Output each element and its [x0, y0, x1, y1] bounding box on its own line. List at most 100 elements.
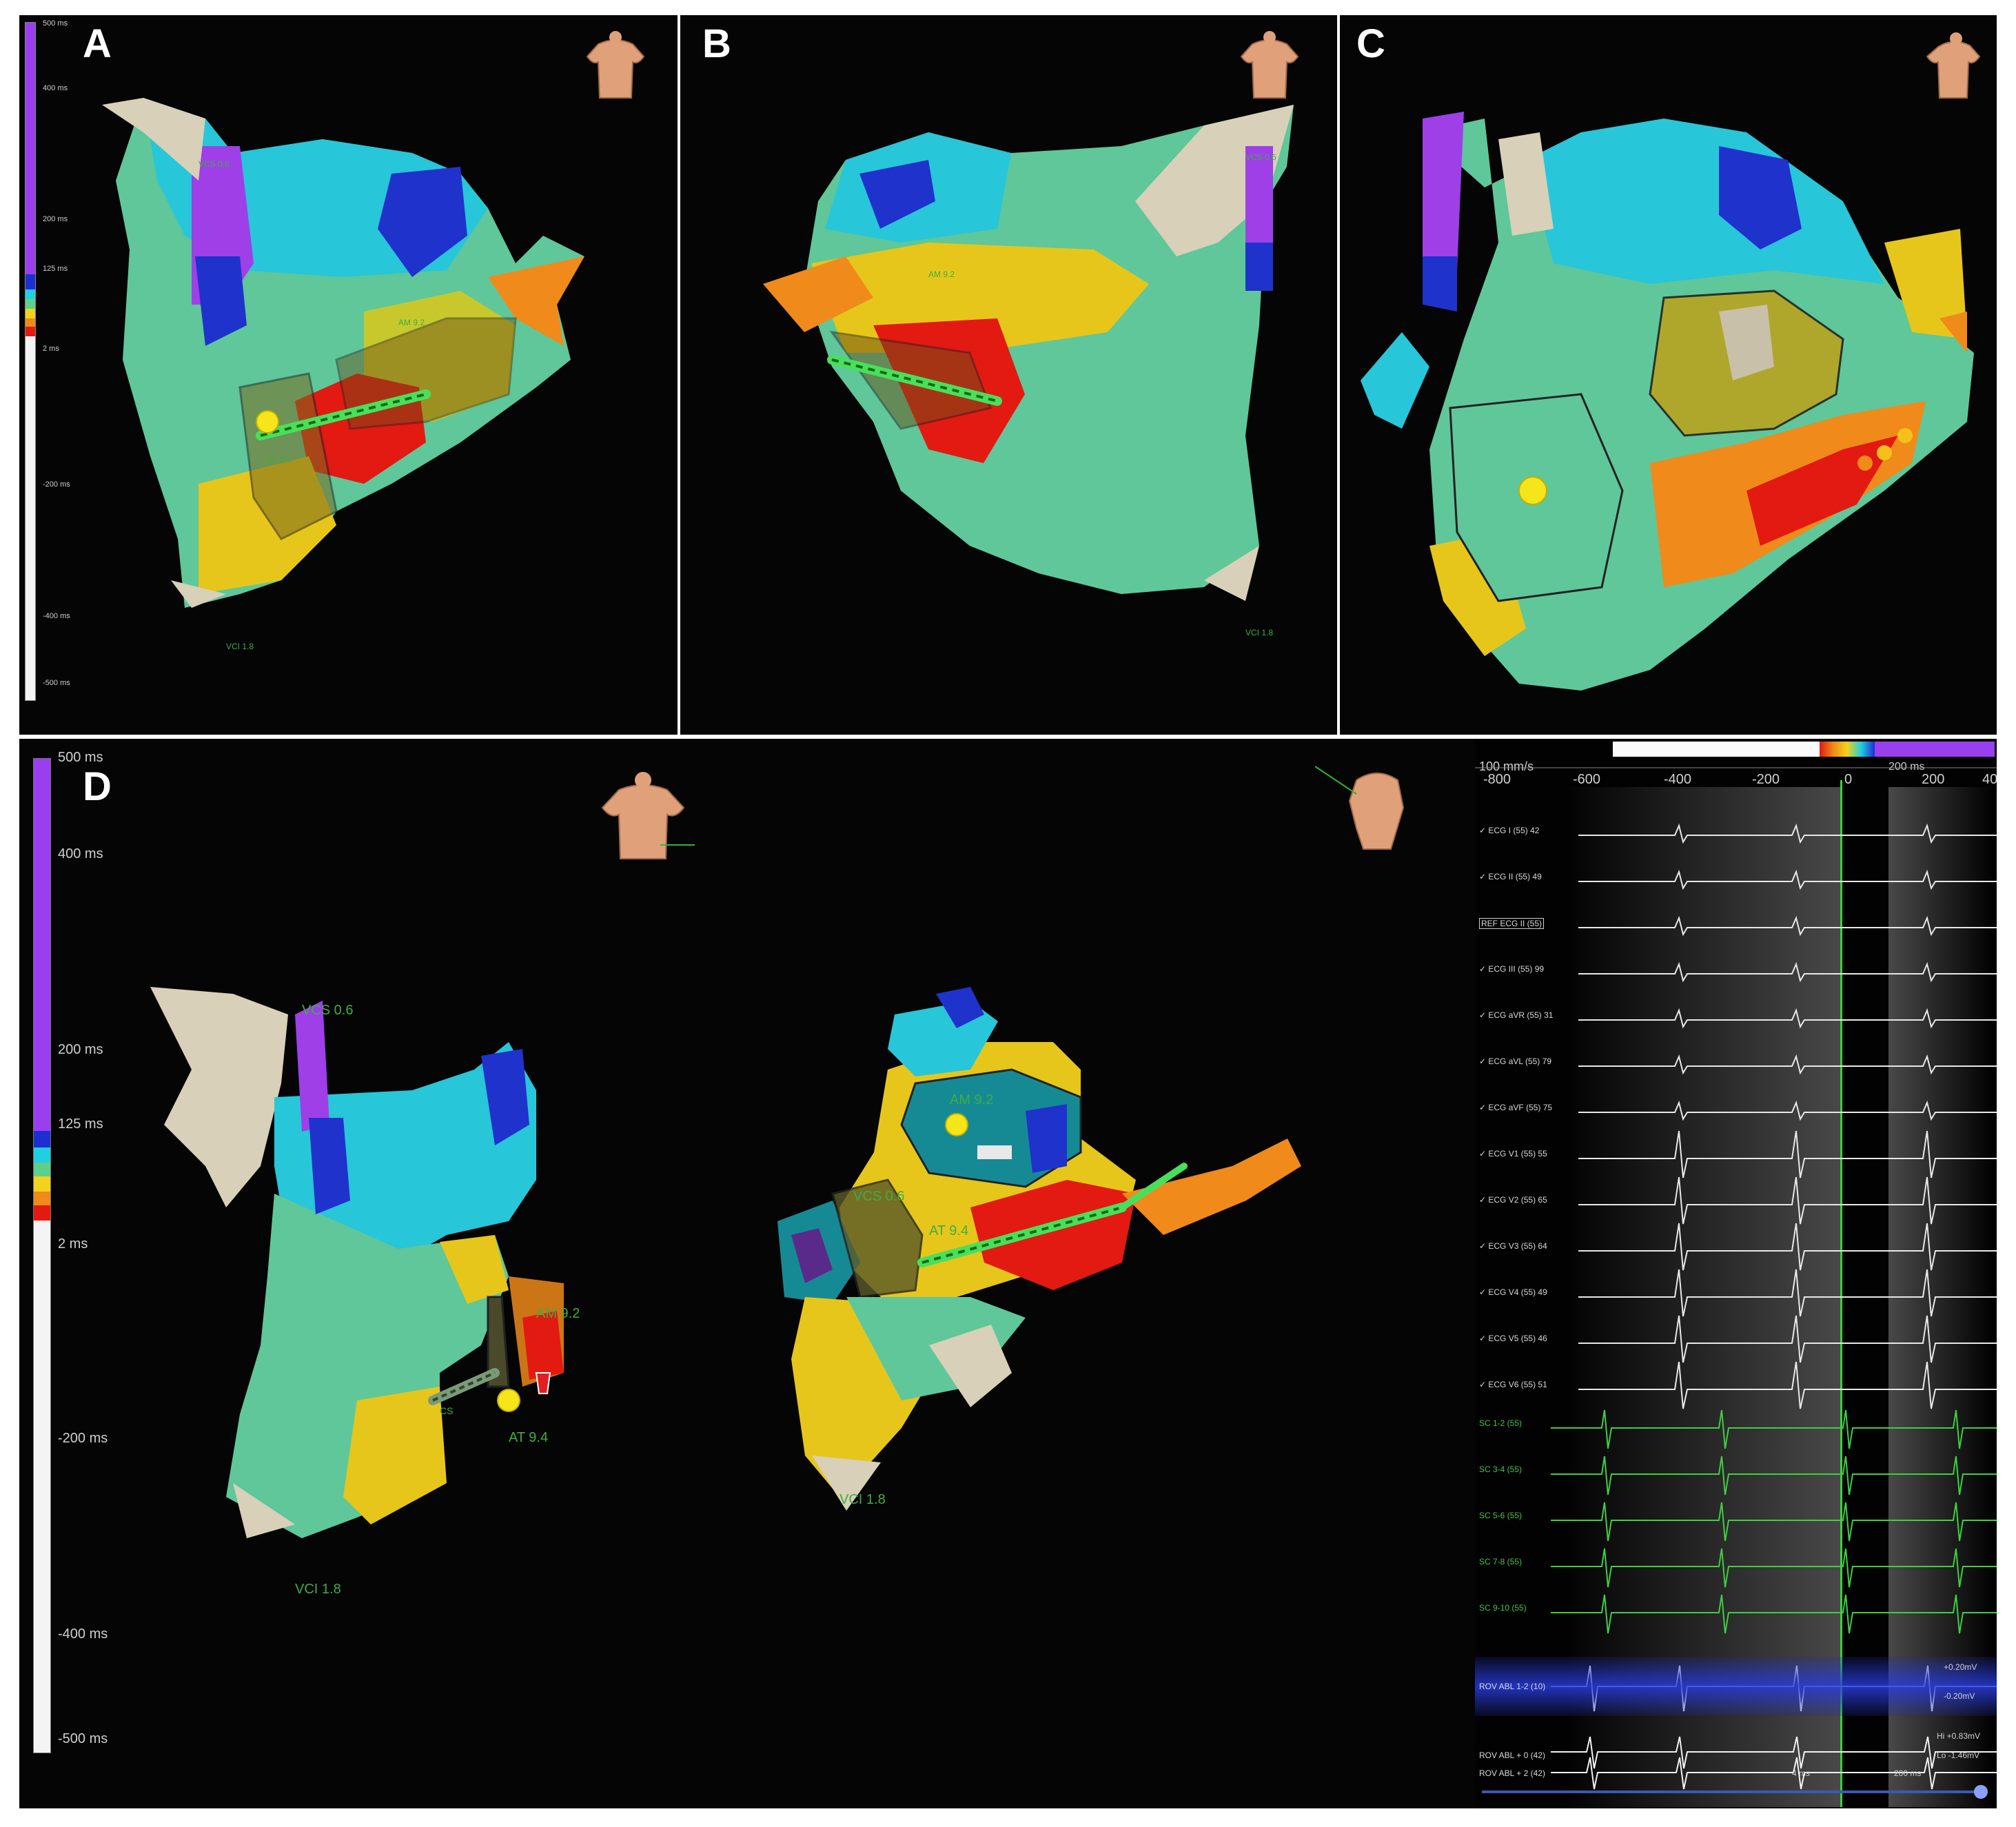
atrial-activation-map[interactable]	[1361, 105, 1981, 704]
ecg-channel-label[interactable]: ✓ ECG V1 (55) 55	[1479, 1149, 1547, 1159]
cs-trace	[1551, 1548, 1997, 1588]
ecg-channel-label[interactable]: ✓ ECG aVF (55) 75	[1479, 1103, 1553, 1112]
activation-scale-bar[interactable]	[25, 22, 36, 701]
cs-channel-label[interactable]: SC 9-10 (55)	[1479, 1603, 1527, 1613]
ecg-channel-label[interactable]: ✓ ECG V4 (55) 49	[1479, 1287, 1547, 1297]
ecg-tracings-panel[interactable]: 200 ms 100 mm/s -800 -600 -400 -200 0 20…	[1475, 739, 1997, 1808]
ecg-channel-label[interactable]: ✓ ECG aVL (55) 79	[1479, 1057, 1551, 1066]
abl-gain-mid: -0.20mV	[1944, 1691, 1975, 1701]
ruler-label: 0	[1844, 772, 1853, 787]
timeline-scrollbar[interactable]	[1482, 1790, 1985, 1793]
hi-threshold: Hi +0.83mV	[1937, 1731, 1981, 1741]
activation-scale-bar[interactable]	[33, 758, 51, 1753]
scale-tick: -200 ms	[43, 480, 70, 489]
timing-bar-purple	[1875, 742, 1995, 757]
top-scale-ms: 200 ms	[1888, 761, 1925, 773]
abl-channel-label[interactable]: ROV ABL + 2 (42)	[1479, 1768, 1545, 1778]
bottom-right-ms: 200 ms	[1894, 1768, 1922, 1778]
timeline-play-button[interactable]	[1974, 1785, 1988, 1799]
ecg-trace	[1578, 823, 1997, 844]
ecg-channel-label[interactable]: ✓ ECG III (55) 99	[1479, 964, 1545, 974]
scale-tick: 400 ms	[43, 84, 68, 92]
ecg-trace	[1578, 915, 1997, 937]
scale-tick: 500 ms	[43, 19, 68, 28]
panel-letter-c: C	[1356, 21, 1385, 66]
label-vcs: VCS 0.6	[853, 1189, 904, 1204]
scale-tick: -400 ms	[43, 612, 70, 620]
atrial-activation-map[interactable]: AM 9.2 VCS 0.6 AT 9.4 VCI 1.8	[764, 973, 1453, 1593]
ruler-label: -200	[1752, 772, 1780, 787]
scale-tick: 400 ms	[58, 846, 103, 861]
scale-tick: 200 ms	[58, 1042, 103, 1057]
time-ruler	[1475, 767, 1997, 768]
ecg-trace	[1578, 1223, 1997, 1271]
scale-tick: 2 ms	[43, 345, 59, 353]
bottom-left-ms: 4 ms	[1792, 1768, 1811, 1778]
cs-trace	[1551, 1456, 1997, 1496]
map-panel-c[interactable]: C	[1340, 15, 1997, 735]
scale-tick: -500 ms	[43, 679, 70, 687]
label-vcs: VCS 0.6	[1245, 152, 1276, 162]
cs-channel-label[interactable]: SC 1-2 (55)	[1479, 1418, 1523, 1428]
panel-letter-b: B	[702, 21, 731, 66]
ruler-label: -600	[1573, 772, 1601, 787]
ecg-trace	[1578, 961, 1997, 983]
label-am: AM 9.2	[928, 269, 955, 279]
timing-bar-white	[1613, 742, 1875, 757]
reference-line[interactable]	[1840, 780, 1842, 1807]
abl-band	[1475, 1657, 1997, 1716]
abl-channel-label[interactable]: ROV ABL 1-2 (10)	[1479, 1682, 1546, 1691]
label-vci: VCI 1.8	[839, 1492, 886, 1507]
scale-tick: 500 ms	[58, 750, 103, 765]
cs-channel-label[interactable]: SC 7-8 (55)	[1479, 1557, 1523, 1566]
abl-gain-top: +0.20mV	[1944, 1662, 1977, 1672]
cs-channel-label[interactable]: SC 5-6 (55)	[1479, 1511, 1523, 1520]
label-am: AM 9.2	[950, 1092, 993, 1108]
label-am: AM 9.2	[536, 1306, 580, 1321]
cs-trace	[1551, 1502, 1997, 1542]
ecg-channel-label[interactable]: ✓ ECG II (55) 49	[1479, 872, 1542, 881]
map-panel-d[interactable]: D 500 ms 400 ms 200 ms 125 ms 2 ms -200 …	[19, 739, 1475, 1808]
ecg-trace	[1578, 1361, 1997, 1409]
ruler-label: 200	[1922, 772, 1945, 787]
torso-orientation-icon	[1926, 32, 1981, 99]
cs-trace	[1551, 1594, 1997, 1634]
ecg-channel-label[interactable]: REF ECG II (55)	[1479, 918, 1545, 929]
ecg-channel-label[interactable]: ✓ ECG V3 (55) 64	[1479, 1241, 1547, 1251]
ecg-waveforms	[1551, 823, 1997, 1790]
ecg-trace	[1578, 1176, 1997, 1225]
ruler-label: -400	[1664, 772, 1692, 787]
panel-letter-a: A	[83, 21, 112, 66]
ecg-channel-label[interactable]: ✓ ECG aVR (55) 31	[1479, 1010, 1554, 1020]
scale-tick: 2 ms	[58, 1236, 88, 1252]
atrial-activation-map[interactable]: VCS 0.6 AM 9.2 AT 9.4 VCI 1.8	[102, 98, 674, 704]
label-at: AT 9.4	[267, 456, 292, 465]
atrial-activation-map[interactable]: VCS 0.6 AM 9.2 AT 9.4 VCI 1.8 CS	[150, 987, 681, 1607]
ecg-channel-label[interactable]: ✓ ECG V2 (55) 65	[1479, 1195, 1547, 1205]
abl-channel-label[interactable]: ROV ABL + 0 (42)	[1479, 1751, 1545, 1760]
sweep-speed[interactable]: 100 mm/s	[1479, 759, 1534, 773]
label-at: AT 9.4	[509, 1430, 548, 1445]
ecg-trace	[1578, 1269, 1997, 1317]
label-vci: VCI 1.8	[226, 642, 254, 651]
label-vcs: VCS 0.6	[198, 159, 230, 169]
abl-trace	[1551, 1757, 1997, 1790]
label-vci: VCI 1.8	[295, 1582, 341, 1597]
lo-threshold: Lo -1.46mV	[1937, 1751, 1980, 1760]
ecg-trace	[1578, 1130, 1997, 1178]
ecg-trace	[1578, 1315, 1997, 1363]
label-cs: CS	[440, 1405, 453, 1416]
ecg-trace	[1578, 869, 1997, 890]
ecg-channel-label[interactable]: ✓ ECG I (55) 42	[1479, 826, 1540, 835]
map-panel-a[interactable]: A 500 ms 400 ms 200 ms 125 ms 2 ms -200 …	[19, 15, 678, 735]
ruler-label: 400	[1982, 772, 1997, 787]
scale-tick: 125 ms	[43, 265, 68, 273]
torso-orientation-icon	[1315, 766, 1405, 850]
scale-tick: -200 ms	[58, 1431, 108, 1446]
map-panel-b[interactable]: B VCS 0.6 AM 9.2 VCI 1.8	[680, 15, 1337, 735]
ecg-channel-label[interactable]: ✓ ECG V6 (55) 51	[1479, 1380, 1547, 1389]
ecg-channel-label[interactable]: ✓ ECG V5 (55) 46	[1479, 1334, 1547, 1343]
atrial-activation-map[interactable]: VCS 0.6 AM 9.2 VCI 1.8	[763, 105, 1328, 670]
cs-channel-label[interactable]: SC 3-4 (55)	[1479, 1464, 1523, 1474]
scale-tick: -500 ms	[58, 1731, 108, 1746]
